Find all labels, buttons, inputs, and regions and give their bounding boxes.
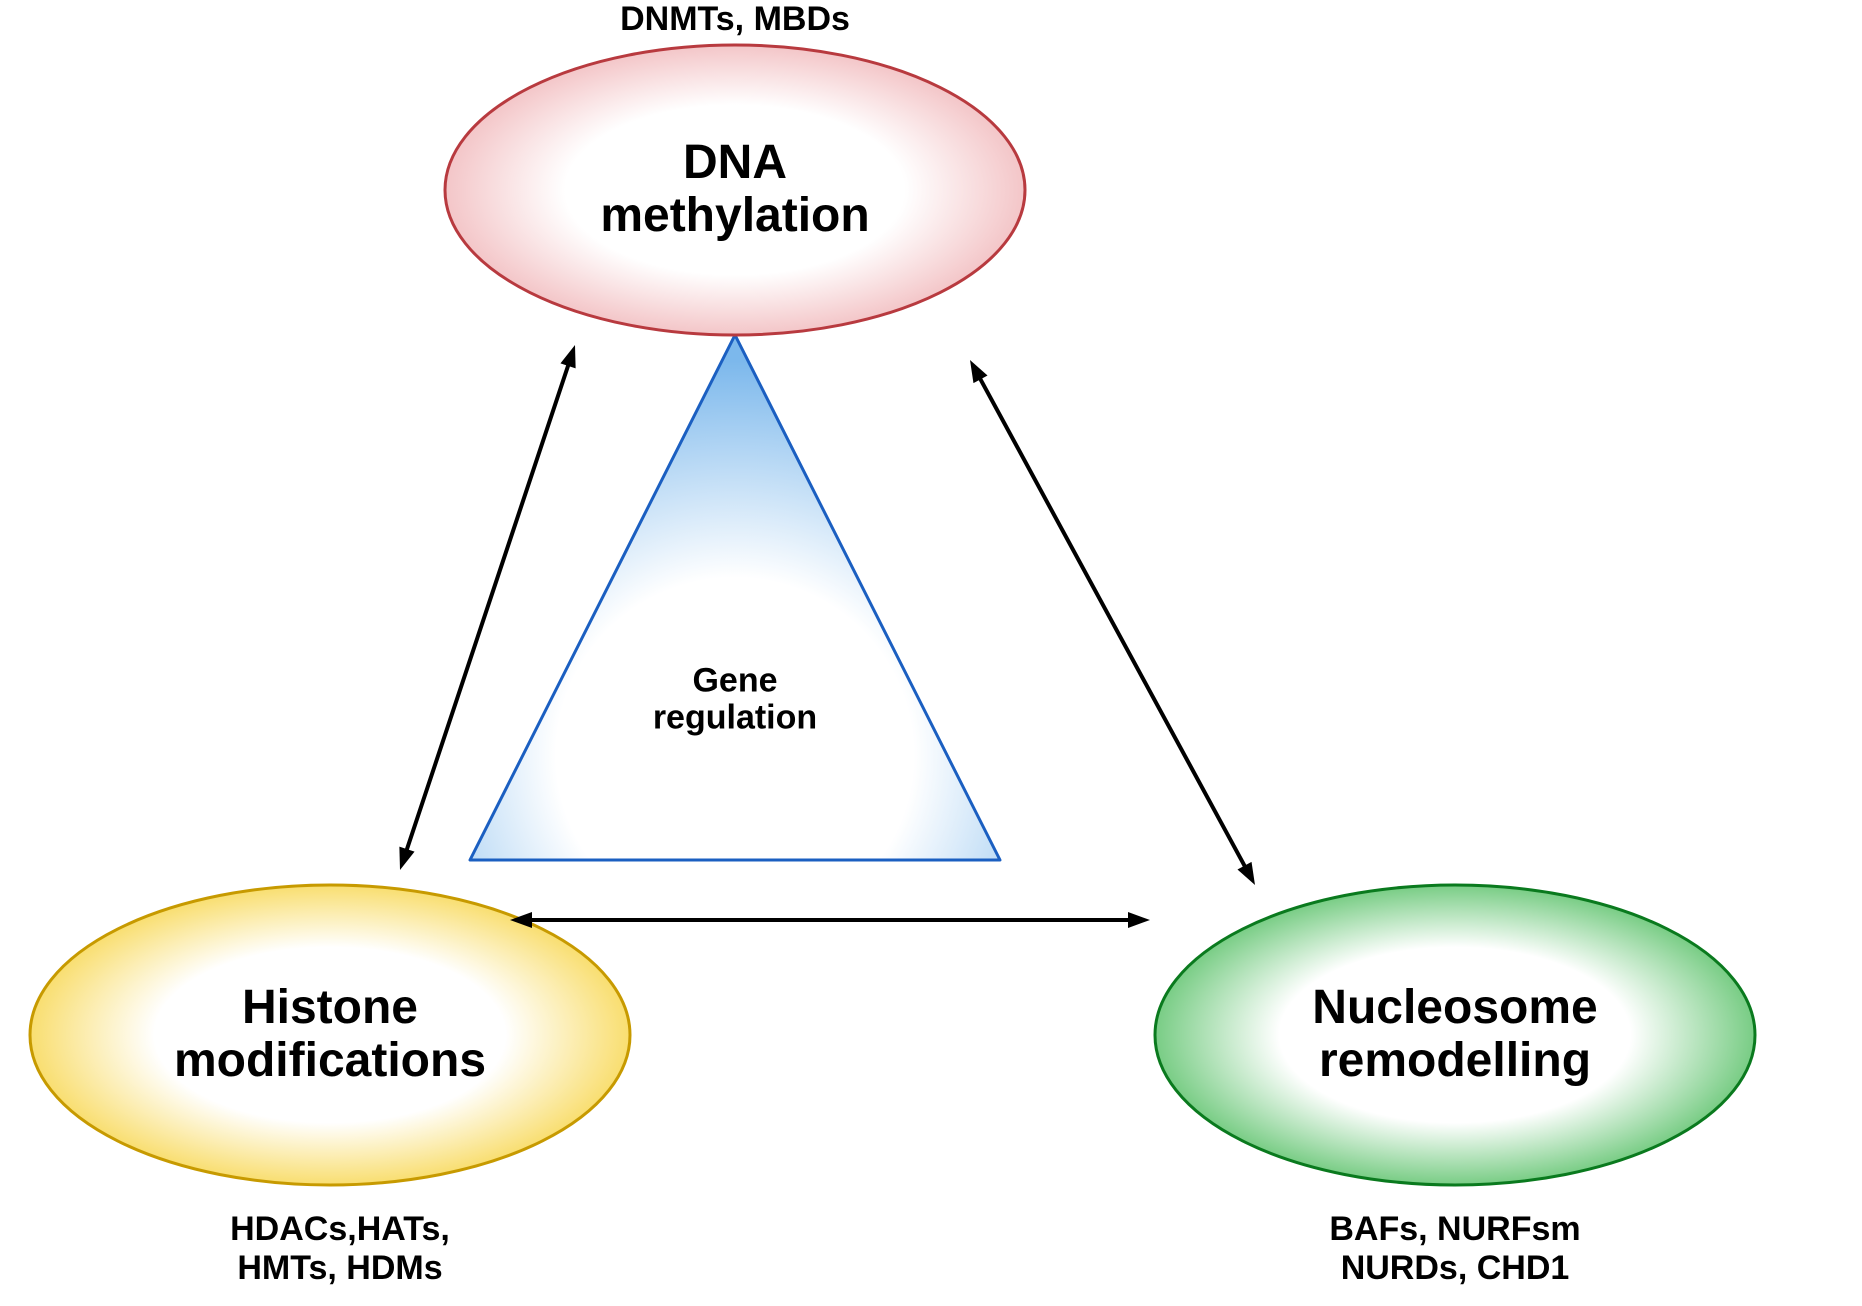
arrow-right-diag (976, 372, 1248, 874)
arrow-right-diag-head (970, 360, 988, 383)
center-triangle (470, 335, 1000, 860)
arrow-bottom-head (1128, 912, 1150, 928)
arrow-left-diag-head (399, 847, 414, 870)
arrow-left-diag-head (560, 345, 575, 368)
right-outer-label: BAFs, NURFsm NURDs, CHD1 (1329, 1210, 1580, 1288)
right-node-label: Nucleosome remodelling (1312, 982, 1597, 1088)
left-outer-label: HDACs,HATs, HMTs, HDMs (230, 1210, 450, 1288)
arrow-right-diag-head (1237, 862, 1255, 885)
diagram-svg (0, 0, 1862, 1306)
top-node-label: DNA methylation (600, 137, 869, 243)
left-node-label: Histone modifications (174, 982, 486, 1088)
top-outer-label: DNMTs, MBDs (620, 0, 850, 39)
center-label: Gene regulation (653, 663, 817, 738)
diagram-stage: Gene regulation DNA methylation Histone … (0, 0, 1862, 1306)
